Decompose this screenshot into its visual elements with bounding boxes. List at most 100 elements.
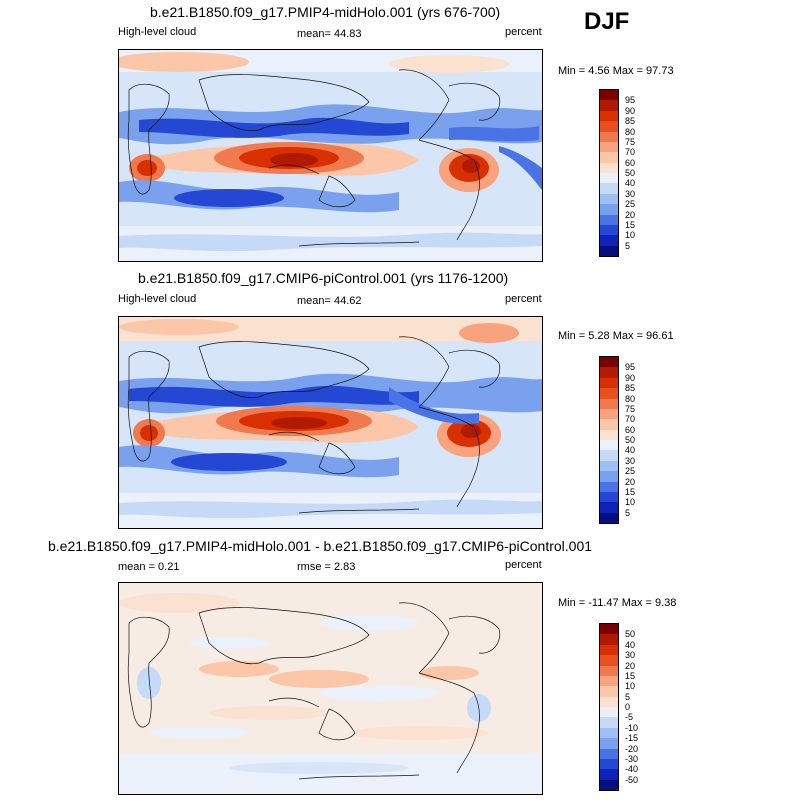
colorbar-tick-label: 25 [625,199,636,210]
colorbar-tick-label: 5 [625,691,631,702]
colorbar-tick-label: 60 [625,157,636,168]
colorbar-segment [600,450,618,461]
colorbar-tick-label: 10 [625,497,636,508]
panel-3-contour-field [119,583,542,794]
colorbar-tick-label: 75 [625,136,636,147]
colorbar-tick-label: 15 [625,670,636,681]
colorbar-segment [600,748,618,759]
panel-2-variable-label: High-level cloud [118,293,197,305]
panel-1-colorbar [599,89,619,257]
colorbar-tick-label: 30 [625,188,636,199]
panel-1-minmax-label: Min = 4.56 Max = 97.73 [558,65,674,77]
colorbar-segment [600,419,618,430]
colorbar-segment [600,440,618,451]
colorbar-tick-label: -10 [625,722,639,733]
colorbar-tick-label: 95 [625,362,636,373]
colorbar-segment [600,357,618,368]
panel-1-title: b.e21.B1850.f09_g17.PMIP4-midHolo.001 (y… [150,4,501,20]
colorbar-segment [600,769,618,780]
colorbar-tick-label: 70 [625,147,636,158]
colorbar-segment [600,141,618,153]
colorbar-tick-label: 70 [625,414,636,425]
colorbar-segment [600,738,618,749]
colorbar-segment [600,717,618,728]
colorbar-segment [600,100,618,111]
panel-3-units-label: percent [505,559,542,571]
colorbar-segment [600,491,618,503]
colorbar-tick-label: 20 [625,476,636,487]
colorbar-segment [600,655,618,666]
panel-1-units-label: percent [505,26,542,38]
panel-2-title: b.e21.B1850.f09_g17.CMIP6-piControl.001 … [138,270,509,286]
colorbar-segment [600,152,618,163]
colorbar-segment [600,121,618,132]
colorbar-tick-label: 10 [625,230,636,241]
colorbar-tick-label: 10 [625,681,636,692]
colorbar-tick-label: -5 [625,712,634,723]
colorbar-tick-label: 95 [625,95,636,106]
colorbar-tick-label: 15 [625,486,636,497]
colorbar-tick-label: 80 [625,126,636,137]
colorbar-tick-label: 40 [625,178,636,189]
colorbar-segment [600,173,618,184]
colorbar-segment [600,634,618,645]
colorbar-segment [600,388,618,399]
colorbar-segment [600,481,618,492]
colorbar-segment [600,224,618,236]
colorbar-tick-label: 50 [625,629,636,640]
colorbar-tick-label: 40 [625,445,636,456]
colorbar-tick-label: 30 [625,650,636,661]
colorbar-segment [600,245,618,256]
colorbar-segment [600,696,618,707]
colorbar-segment [600,204,618,215]
colorbar-segment [600,758,618,770]
panel-3-title: b.e21.B1850.f09_g17.PMIP4-midHolo.001 - … [48,538,593,554]
panel-2-map [118,316,543,529]
colorbar-segment [600,460,618,472]
colorbar-segment [600,162,618,173]
colorbar-tick-label: -40 [625,764,639,775]
colorbar-tick-label: 25 [625,466,636,477]
colorbar-tick-label: 85 [625,116,636,127]
colorbar-segment [600,377,618,389]
panel-2-colorbar [599,356,619,524]
colorbar-segment [600,502,618,513]
panel-3-map [118,582,543,795]
colorbar-segment [600,675,618,687]
colorbar-segment [600,644,618,656]
colorbar-tick-label: 60 [625,424,636,435]
colorbar-segment [600,686,618,697]
colorbar-tick-label: 5 [625,240,631,251]
colorbar-segment [600,235,618,246]
colorbar-tick-label: 90 [625,105,636,116]
colorbar-segment [600,193,618,205]
colorbar-tick-label: 75 [625,403,636,414]
panel-3-rmse-label: rmse = 2.83 [297,561,356,573]
colorbar-tick-label: -15 [625,733,639,744]
season-label: DJF [584,8,630,35]
colorbar-tick-label: 0 [625,702,631,712]
colorbar-tick-label: 15 [625,219,636,230]
panel-1-contour-field [119,50,542,261]
panel-2-contour-field [119,317,542,528]
colorbar-segment [600,183,618,194]
colorbar-segment [600,90,618,101]
colorbar-segment [600,408,618,420]
colorbar-segment [600,398,618,409]
colorbar-tick-label: 5 [625,507,631,518]
colorbar-tick-label: 85 [625,383,636,394]
panel-2-units-label: percent [505,293,542,305]
panel-2-mean-label: mean= 44.62 [297,295,362,307]
colorbar-segment [600,131,618,142]
colorbar-tick-label: -30 [625,753,639,764]
colorbar-tick-label: 90 [625,372,636,383]
colorbar-segment [600,214,618,225]
colorbar-segment [600,624,618,635]
panel-3-mean-label: mean = 0.21 [118,561,180,573]
colorbar-tick-label: 30 [625,455,636,466]
panel-1-map [118,49,543,262]
colorbar-segment [600,367,618,378]
colorbar-tick-label: -50 [625,774,639,785]
colorbar-segment [600,110,618,122]
panel-3-colorbar [599,623,619,791]
